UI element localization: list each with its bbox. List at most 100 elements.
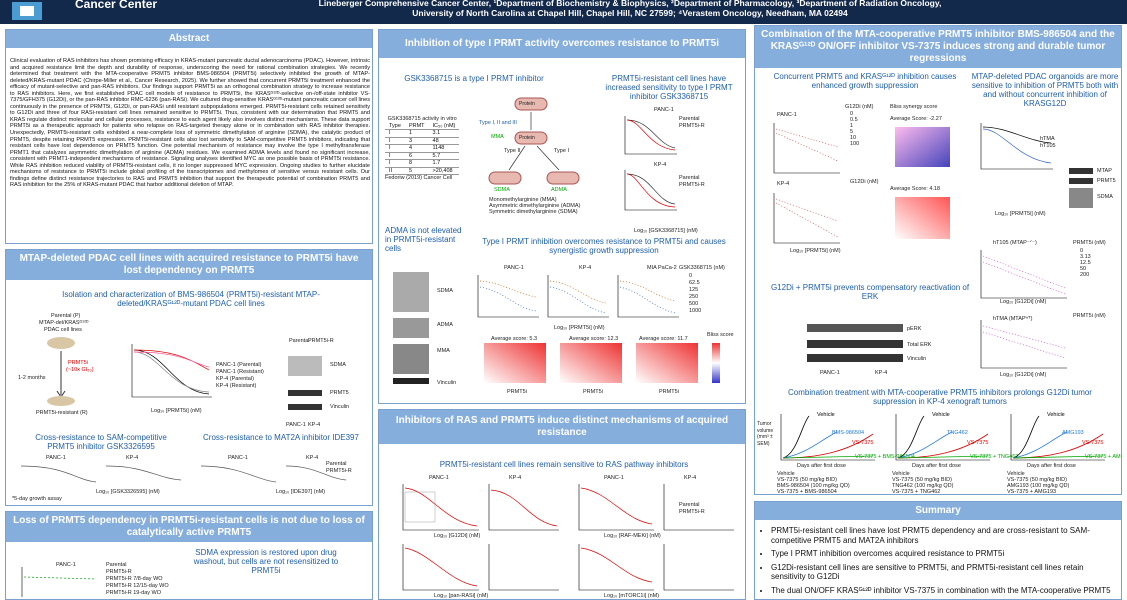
cell-label: PANC-1 bbox=[504, 265, 524, 271]
scheme-label: SDMA bbox=[494, 187, 510, 193]
legend-item: Parental bbox=[679, 175, 700, 181]
legend-item: PRMT5i-R 7/8-day WO bbox=[106, 576, 163, 582]
legend-item: 1 bbox=[850, 123, 854, 129]
column: Inhibition of type I PRMT activity overc… bbox=[378, 27, 746, 600]
blot-label: MTAP bbox=[1097, 168, 1112, 174]
panel-title: Concurrent PRMT5 and KRASᴳ¹²ᴰ inhibition… bbox=[773, 72, 957, 90]
legend-item: PRMT5i-R bbox=[679, 509, 705, 515]
plots bbox=[980, 250, 1067, 369]
legend-item: Vehicle bbox=[1007, 471, 1025, 477]
cell-label: KP-4 bbox=[126, 455, 139, 461]
panel-title: MTAP-deleted PDAC organoids are more sen… bbox=[971, 72, 1119, 108]
legend-item: 10 bbox=[850, 135, 857, 141]
section-title: Inhibitors of RAS and PRMT5 induce disti… bbox=[379, 410, 745, 444]
label: 1-2 months bbox=[18, 375, 46, 381]
table-cell: 48 bbox=[428, 137, 460, 145]
axis-label: Log₁₀ [GSK3326595] (nM) bbox=[96, 489, 160, 495]
blot-label: PRMT5i-R bbox=[308, 338, 334, 344]
legend-item: 100 bbox=[850, 141, 860, 147]
blot-label: PRMT5 bbox=[330, 390, 349, 396]
legend-item: 0 bbox=[689, 273, 693, 279]
note: *5-day growth assay bbox=[12, 496, 62, 502]
table-cell: 6 bbox=[404, 152, 429, 160]
label: PRMT5i-resistant (R) bbox=[36, 410, 88, 416]
plot bbox=[20, 465, 347, 483]
legend-item: PRMT5i-R bbox=[679, 182, 705, 188]
blot-label: pERK bbox=[907, 326, 922, 332]
blot-label: PRMT5 bbox=[1097, 178, 1116, 184]
logo bbox=[12, 2, 42, 20]
cell-label: PANC-1 bbox=[228, 455, 248, 461]
scheme-label: Protein bbox=[519, 101, 535, 107]
blot-label: Vinculin bbox=[330, 404, 350, 410]
summary: Summary PRMT5i-resistant cell lines have… bbox=[754, 501, 1122, 600]
legend-item: 0.5 bbox=[850, 117, 858, 123]
table-cell: 5.7 bbox=[428, 152, 460, 160]
legend-title: GSK3368715 (nM) bbox=[679, 265, 725, 271]
scheme-label: Type II bbox=[504, 148, 521, 154]
legend-item: 250 bbox=[689, 294, 699, 300]
summary-item: The dual ON/OFF KRASᴳ¹²ᴰ inhibitor VS-73… bbox=[771, 586, 1117, 596]
curve bbox=[897, 455, 989, 459]
legend-item: KP-4 (Parental) bbox=[216, 376, 254, 382]
legend-item: PRMT5i-R 19-day WO bbox=[106, 590, 162, 596]
blot-label: SDMA bbox=[330, 362, 346, 368]
legend-item: 5 bbox=[850, 129, 854, 135]
blot-label: Vinculin bbox=[437, 380, 457, 386]
curve-label: Vehicle bbox=[817, 412, 835, 418]
blot-label: Vinculin bbox=[907, 356, 927, 362]
table-cell: 8 bbox=[404, 159, 429, 168]
legend-item: VS-7375 (50 mg/kg BID) bbox=[892, 477, 952, 483]
legend-item: Parental bbox=[326, 461, 347, 467]
curve-label: VS-7375 bbox=[967, 440, 989, 446]
scheme-label: Monomethylarginine (MMA) bbox=[489, 197, 557, 203]
blot-label: Parental bbox=[289, 338, 310, 344]
cell-label: PANC-1 bbox=[654, 107, 674, 113]
curve-label: VS-7375 + TNG462 bbox=[970, 454, 1019, 460]
panel-title: PRMT5i-resistant cell lines have increas… bbox=[605, 74, 733, 101]
section-title: MTAP-deleted PDAC cell lines with acquir… bbox=[6, 250, 372, 280]
scheme bbox=[488, 97, 580, 185]
curve bbox=[897, 431, 953, 459]
panel-title: PRMT5i-resistant cell lines remain sensi… bbox=[439, 460, 689, 469]
column: Combination of the MTA-cooperative PRMT5… bbox=[754, 25, 1122, 600]
table-row: II 5 >20,408 bbox=[385, 167, 460, 175]
axis-label: Log₁₀ [G12Di] (nM) bbox=[1000, 372, 1047, 378]
cell-label: PANC-1 bbox=[604, 475, 624, 481]
legend-item: hTMA bbox=[1040, 136, 1055, 142]
axis bbox=[1010, 414, 1105, 461]
legend-item: Parental bbox=[679, 502, 700, 508]
legend-title: G12Di (nM) bbox=[845, 104, 874, 110]
table-row: Type PRMT IC₅₀ (nM) bbox=[385, 122, 460, 130]
legend-item: 1000 bbox=[689, 308, 702, 314]
table-header: IC₅₀ (nM) bbox=[428, 122, 460, 130]
abstract-text: Clinical evaluation of RAS inhibitors ha… bbox=[10, 58, 370, 189]
affiliations: Lineberger Comprehensive Cancer Center, … bbox=[190, 0, 1070, 18]
axis-label: Days after first dose bbox=[1027, 463, 1076, 469]
legend-item: VS-7375 + AMG193 bbox=[1007, 489, 1057, 495]
axis-label: Log₁₀ [mTORC1i] (nM) bbox=[604, 593, 660, 599]
axis bbox=[895, 414, 990, 461]
blot-label: PANC-1 bbox=[820, 370, 840, 376]
legend-item: Parental bbox=[679, 116, 700, 122]
cell-label: PANC-1 bbox=[46, 455, 66, 461]
curve-label: BMS-986504 bbox=[832, 430, 865, 436]
table-cell: 1.7 bbox=[428, 159, 460, 168]
panel-title: Cross-resistance to MAT2A inhibitor IDE3… bbox=[203, 433, 359, 442]
cell-label: KP-4 bbox=[509, 475, 522, 481]
panel-title: Cross-resistance to SAM-competitive PRMT… bbox=[35, 433, 167, 451]
table-cell: I bbox=[385, 137, 405, 145]
table-cell: 1148 bbox=[428, 144, 460, 153]
cell-label: PANC-1 bbox=[429, 475, 449, 481]
label: MTAP-del/KRASᴳ¹²ᴰ bbox=[39, 320, 89, 326]
curve bbox=[1012, 455, 1104, 459]
table-cell: >20,408 bbox=[428, 167, 460, 175]
axis-label: Log₁₀ [PRMT5i] (nM) bbox=[151, 408, 202, 414]
affil-line: Lineberger Comprehensive Cancer Center, … bbox=[318, 0, 942, 8]
curve-label: VS-7375 + BMS-986504 bbox=[855, 454, 915, 460]
legend-title: PRMT5i (nM) bbox=[1073, 313, 1106, 319]
xenograft-plot bbox=[1010, 414, 1105, 461]
legend-item: Vehicle bbox=[892, 471, 910, 477]
legend-item: 0 bbox=[850, 111, 854, 117]
legend-item: AMG193 (100 mg/kg QD) bbox=[1007, 483, 1070, 489]
